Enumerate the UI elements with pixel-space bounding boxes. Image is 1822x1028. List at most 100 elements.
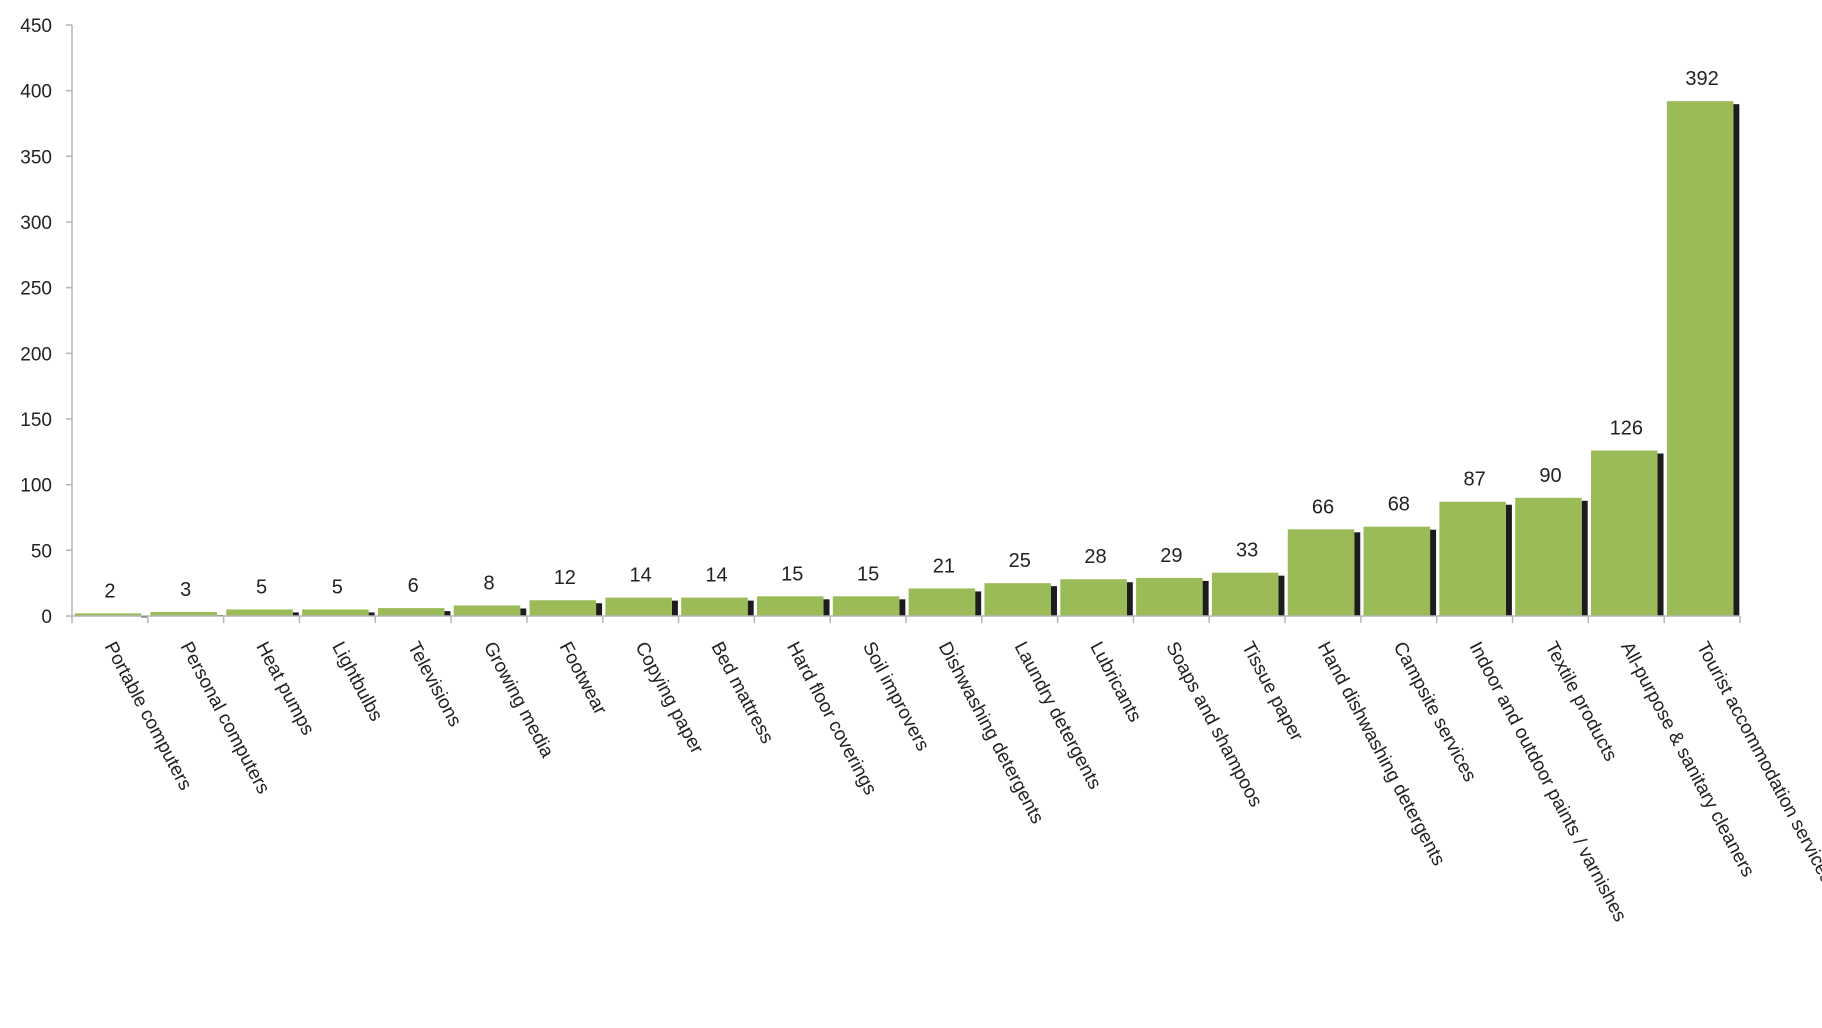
y-axis: 0 50 100 150 200 250 300 350 400 450 <box>20 16 73 628</box>
y-tick-label: 300 <box>20 213 52 234</box>
category-label: Heat pumps <box>251 638 318 738</box>
category-label: Televisions <box>403 638 465 730</box>
data-label: 126 <box>1610 418 1643 440</box>
bar <box>1363 526 1431 616</box>
bar-shadow <box>1581 500 1588 616</box>
category-label: Portable computers <box>100 638 196 793</box>
bar <box>302 609 369 616</box>
category-label: Indoor and outdoor paints / varnishes <box>1465 638 1631 925</box>
bar <box>1439 501 1506 616</box>
bar <box>1211 572 1279 616</box>
data-label: 14 <box>630 565 652 587</box>
category-label: Campsite services <box>1389 638 1480 785</box>
category-label: Copying paper <box>631 638 708 758</box>
bar <box>453 605 521 616</box>
y-tick-label: 0 <box>41 607 52 628</box>
data-label: 2 <box>104 580 115 602</box>
bar-shadow <box>1126 582 1133 616</box>
bar-shadow <box>292 612 299 616</box>
data-label: 29 <box>1160 545 1182 567</box>
y-tick-label: 450 <box>20 16 52 37</box>
bar-shadow <box>520 608 527 616</box>
bar <box>984 583 1051 616</box>
data-label: 6 <box>408 575 419 597</box>
category-label: All-purpose & sanitary cleaners <box>1616 638 1758 880</box>
category-label: Laundry detergents <box>1010 638 1105 792</box>
bar-shadow <box>1505 504 1512 616</box>
bar <box>1666 101 1734 616</box>
bar-shadow <box>141 616 148 618</box>
bar-shadow <box>596 603 603 616</box>
category-label: Textile products <box>1540 638 1621 764</box>
y-tick-label: 200 <box>20 344 52 365</box>
bar-shadow <box>1657 453 1664 616</box>
bar-shadow <box>747 600 754 616</box>
data-label: 15 <box>781 563 803 585</box>
y-tick-label: 100 <box>20 476 52 497</box>
bar <box>1136 577 1203 616</box>
bar <box>226 609 293 616</box>
bar <box>377 608 445 616</box>
data-label: 5 <box>256 576 267 598</box>
bar-shadow <box>671 600 678 616</box>
data-label: 68 <box>1388 494 1410 516</box>
y-tick-label: 250 <box>20 279 52 300</box>
bar-shadow <box>1430 529 1437 616</box>
bar-shadow <box>1050 586 1057 616</box>
x-axis <box>71 615 1741 623</box>
bar <box>150 612 217 616</box>
bar-shadow <box>1733 104 1740 616</box>
data-label: 14 <box>705 565 727 587</box>
category-label: Growing media <box>479 638 558 761</box>
data-label: 87 <box>1464 469 1486 491</box>
bar <box>529 600 597 616</box>
data-label: 21 <box>933 555 955 577</box>
bar-shadow <box>1354 532 1361 616</box>
bar <box>1515 497 1582 616</box>
bar-shadow <box>444 611 451 616</box>
data-label: 392 <box>1685 68 1718 90</box>
bar <box>1287 529 1355 616</box>
y-tick-label: 350 <box>20 147 52 168</box>
bar <box>1060 579 1127 616</box>
data-label: 12 <box>554 567 576 589</box>
y-tick-label: 150 <box>20 410 52 431</box>
bar <box>757 596 824 616</box>
category-label: Bed mattress <box>706 638 777 747</box>
bar-shadow <box>975 591 982 616</box>
data-label: 25 <box>1009 550 1031 572</box>
category-label: Tourist accommodation services <box>1692 638 1822 887</box>
bar-shadow <box>368 612 375 616</box>
bar <box>74 613 142 616</box>
bar <box>908 588 976 616</box>
bar-shadow <box>1278 575 1285 616</box>
category-label: Lubricants <box>1085 638 1145 725</box>
bar <box>605 597 672 616</box>
data-label: 90 <box>1539 465 1561 487</box>
bar <box>1591 450 1658 616</box>
bar-shadow <box>899 599 906 616</box>
data-label: 33 <box>1236 540 1258 562</box>
data-label: 66 <box>1312 496 1334 518</box>
data-label: 8 <box>483 572 494 594</box>
data-label: 3 <box>180 579 191 601</box>
data-label: 5 <box>332 576 343 598</box>
bar-shadow <box>1202 580 1209 616</box>
category-label: Soil improvers <box>858 638 933 754</box>
data-label: 15 <box>857 563 879 585</box>
category-label: Lightbulbs <box>327 638 386 724</box>
bars <box>74 101 1740 618</box>
y-tick-label: 400 <box>20 82 52 103</box>
category-label: Hand dishwashing detergents <box>1313 638 1449 869</box>
category-label: Tissue paper <box>1237 638 1307 745</box>
category-label: Footwear <box>555 638 611 718</box>
data-label: 28 <box>1084 546 1106 568</box>
y-tick-label: 50 <box>31 541 52 562</box>
bar <box>832 596 900 616</box>
bar <box>681 597 748 616</box>
bar-shadow <box>823 599 830 616</box>
